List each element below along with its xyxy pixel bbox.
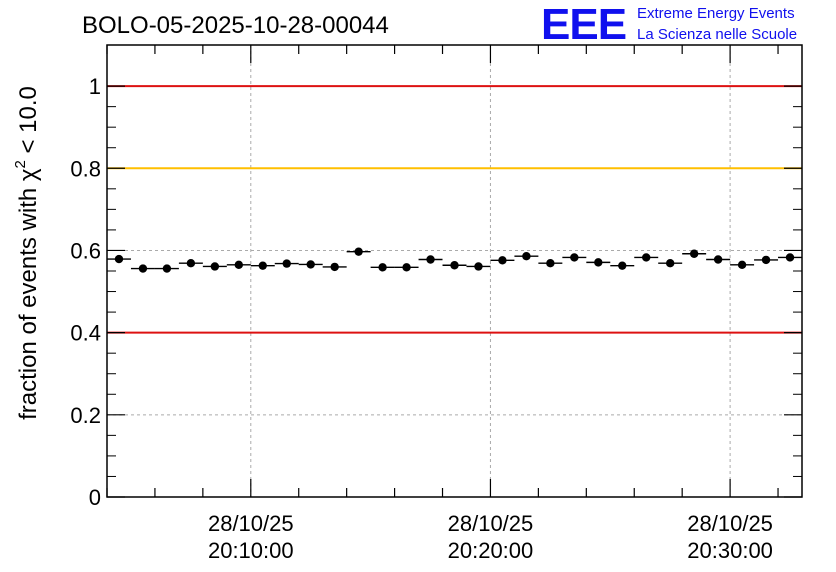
data-point	[706, 255, 731, 264]
data-point	[754, 255, 779, 265]
point-marker	[186, 258, 196, 268]
point-marker	[642, 253, 651, 262]
logo-mark: EEE	[541, 0, 626, 49]
point-marker	[330, 262, 339, 272]
y-tick-label: 0.4	[70, 321, 101, 346]
point-marker	[210, 262, 220, 271]
plot-frame	[106, 44, 803, 498]
logo-line-2: La Scienza nelle Scuole	[637, 26, 797, 43]
point-marker	[306, 260, 315, 269]
y-tick-label: 0.6	[70, 238, 101, 263]
data-point	[610, 261, 635, 270]
point-marker	[665, 258, 675, 268]
data-point	[514, 252, 539, 261]
data-point	[634, 253, 659, 262]
point-marker	[354, 247, 363, 256]
data-point	[346, 247, 371, 256]
point-marker	[402, 263, 411, 272]
x-tick-label-date: 28/10/25	[448, 511, 534, 536]
data-point	[370, 263, 395, 272]
point-marker	[713, 255, 723, 264]
point-marker	[450, 261, 459, 270]
data-point	[274, 259, 299, 268]
chart-title: BOLO-05-2025-10-28-00044	[82, 12, 389, 39]
y-tick-labels: 0 0.2 0.4 0.6 0.8 1	[70, 74, 101, 510]
point-marker	[474, 262, 483, 271]
y-tick-label: 0.8	[70, 156, 101, 181]
point-marker	[114, 254, 124, 264]
data-point	[394, 263, 419, 272]
x-tick-labels: 28/10/2520:10:0028/10/2520:20:0028/10/25…	[208, 511, 773, 563]
data-points	[107, 247, 802, 273]
data-point	[107, 254, 131, 264]
data-point	[466, 262, 491, 271]
point-marker	[618, 261, 627, 270]
eee-logo: EEE Extreme Energy Events La Scienza nel…	[541, 0, 797, 49]
logo-line-1: Extreme Energy Events	[637, 5, 795, 22]
point-marker	[234, 260, 244, 270]
data-point	[682, 249, 707, 258]
y-tick-label: 1	[89, 74, 101, 99]
x-tick-label-date: 28/10/25	[208, 511, 294, 536]
point-marker	[761, 255, 771, 265]
y-axis-title-main: fraction of events with χ	[15, 168, 42, 420]
point-marker	[426, 255, 435, 264]
data-point	[778, 253, 802, 262]
point-marker	[258, 261, 267, 270]
point-marker	[594, 258, 603, 267]
point-marker	[737, 260, 747, 270]
point-marker	[785, 253, 795, 262]
grid	[107, 45, 802, 497]
data-point	[298, 260, 323, 269]
data-point	[154, 264, 179, 273]
point-marker	[378, 263, 387, 272]
axis-ticks	[106, 45, 802, 498]
data-point	[730, 260, 755, 270]
reference-lines	[107, 85, 802, 334]
y-tick-label: 0.2	[70, 403, 101, 428]
x-tick-label-time: 20:30:00	[687, 538, 773, 563]
data-point	[178, 258, 203, 268]
data-point	[442, 261, 467, 270]
data-point	[202, 262, 227, 271]
x-tick-label-date: 28/10/25	[687, 511, 773, 536]
y-tick-label: 0	[89, 485, 101, 510]
data-point	[418, 255, 443, 264]
y-axis-title: fraction of events with χ2 < 10.0	[12, 86, 42, 420]
data-point	[130, 264, 155, 273]
data-point	[226, 260, 251, 270]
data-point	[490, 256, 515, 265]
point-marker	[522, 252, 531, 261]
point-marker	[546, 258, 555, 268]
data-point	[250, 261, 275, 270]
x-tick-label-time: 20:20:00	[448, 538, 534, 563]
point-marker	[162, 264, 172, 273]
y-axis-title-suffix: < 10.0	[15, 86, 42, 160]
point-marker	[498, 256, 507, 265]
data-point	[658, 258, 683, 268]
point-marker	[570, 253, 579, 262]
y-axis-title-superscript: 2	[12, 160, 29, 168]
point-marker	[282, 259, 291, 268]
point-marker	[138, 264, 148, 273]
x-tick-label-time: 20:10:00	[208, 538, 294, 563]
data-point	[586, 258, 611, 267]
data-point	[322, 262, 347, 272]
data-point	[562, 253, 587, 262]
point-marker	[689, 249, 699, 258]
data-point	[538, 258, 563, 268]
